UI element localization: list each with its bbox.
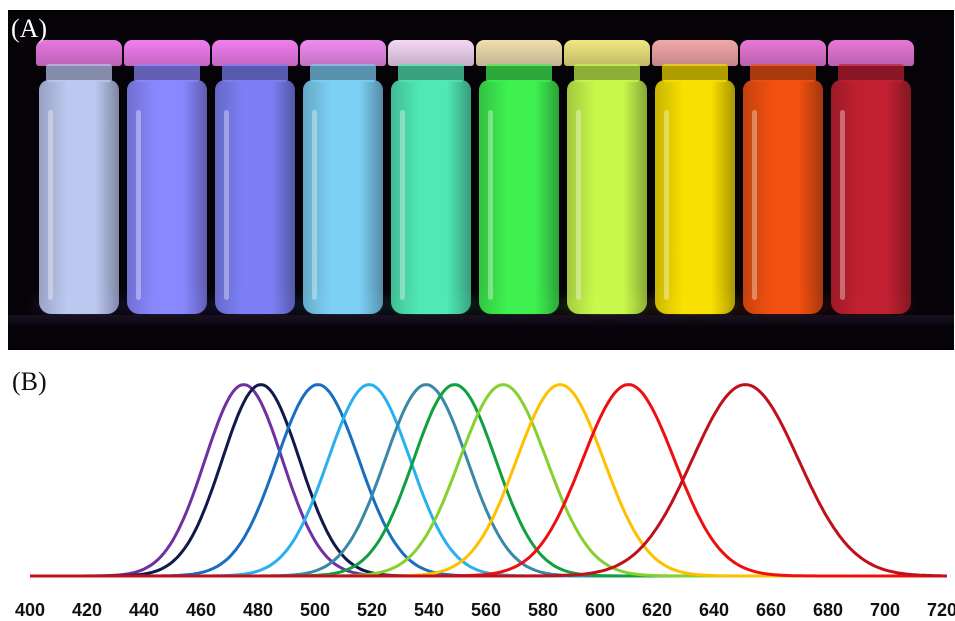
vial-neck — [838, 64, 904, 82]
x-tick-label: 560 — [471, 600, 501, 620]
x-tick-label: 500 — [300, 600, 330, 620]
vial-cap — [564, 40, 650, 66]
vial — [116, 40, 218, 320]
vial-liquid — [215, 80, 295, 314]
vial-cap — [828, 40, 914, 66]
vial-liquid — [479, 80, 559, 314]
vial — [28, 40, 130, 320]
vial-neck — [134, 64, 200, 82]
vial-neck — [574, 64, 640, 82]
vial — [820, 40, 922, 320]
vial — [292, 40, 394, 320]
vial-highlight — [752, 110, 757, 300]
vial-cap — [388, 40, 474, 66]
vial-liquid — [743, 80, 823, 314]
vial-liquid — [303, 80, 383, 314]
vial — [732, 40, 834, 320]
x-tick-label: 400 — [15, 600, 45, 620]
x-tick-labels: 400 420 440 460 480 500 520 540 560 580 600 620 640 6… — [15, 600, 955, 620]
vial-cap — [300, 40, 386, 66]
x-tick-label: 420 — [72, 600, 102, 620]
vial-neck — [46, 64, 112, 82]
vial-liquid — [655, 80, 735, 314]
vial-cap — [36, 40, 122, 66]
vial — [468, 40, 570, 320]
vial-cap — [652, 40, 738, 66]
vial-neck — [662, 64, 728, 82]
x-tick-label: 640 — [699, 600, 729, 620]
vial-neck — [486, 64, 552, 82]
shelf — [8, 315, 954, 325]
vial-cap — [212, 40, 298, 66]
x-tick-label: 480 — [243, 600, 273, 620]
x-tick-label: 720 — [927, 600, 955, 620]
spectrum-line — [30, 383, 943, 578]
x-tick-label: 600 — [585, 600, 615, 620]
vial-neck — [310, 64, 376, 82]
vial-highlight — [576, 110, 581, 300]
vial-highlight — [48, 110, 53, 300]
vial-highlight — [312, 110, 317, 300]
vial-highlight — [488, 110, 493, 300]
vial-neck — [222, 64, 288, 82]
vial — [380, 40, 482, 320]
vial-neck — [750, 64, 816, 82]
vial-cap — [740, 40, 826, 66]
vial-highlight — [136, 110, 141, 300]
x-tick-label: 580 — [528, 600, 558, 620]
vial-highlight — [400, 110, 405, 300]
x-tick-label: 660 — [756, 600, 786, 620]
vial-highlight — [224, 110, 229, 300]
vial-liquid — [831, 80, 911, 314]
spectra-panel: 400 420 440 460 480 500 520 540 560 580 600 620 640 6… — [0, 355, 955, 621]
vials-photo: (A) — [8, 10, 954, 350]
vial-cap — [124, 40, 210, 66]
vial-liquid — [391, 80, 471, 314]
panel-b-label: (B) — [12, 367, 47, 396]
emission-spectra-chart: 400 420 440 460 480 500 520 540 560 580 600 620 640 6… — [15, 383, 955, 620]
vial-liquid — [39, 80, 119, 314]
vial-highlight — [664, 110, 669, 300]
x-tick-label: 620 — [642, 600, 672, 620]
vial — [644, 40, 746, 320]
vial — [204, 40, 306, 320]
spectra-curves — [30, 383, 943, 578]
vial-liquid — [567, 80, 647, 314]
vial-highlight — [840, 110, 845, 300]
panel-a-label: (A) — [11, 14, 48, 43]
x-tick-label: 520 — [357, 600, 387, 620]
x-tick-label: 540 — [414, 600, 444, 620]
x-tick-label: 460 — [186, 600, 216, 620]
x-tick-label: 680 — [813, 600, 843, 620]
vial-neck — [398, 64, 464, 82]
x-tick-label: 700 — [870, 600, 900, 620]
vial — [556, 40, 658, 320]
vial-liquid — [127, 80, 207, 314]
vial-cap — [476, 40, 562, 66]
x-tick-label: 440 — [129, 600, 159, 620]
spectrum-line — [30, 383, 942, 578]
